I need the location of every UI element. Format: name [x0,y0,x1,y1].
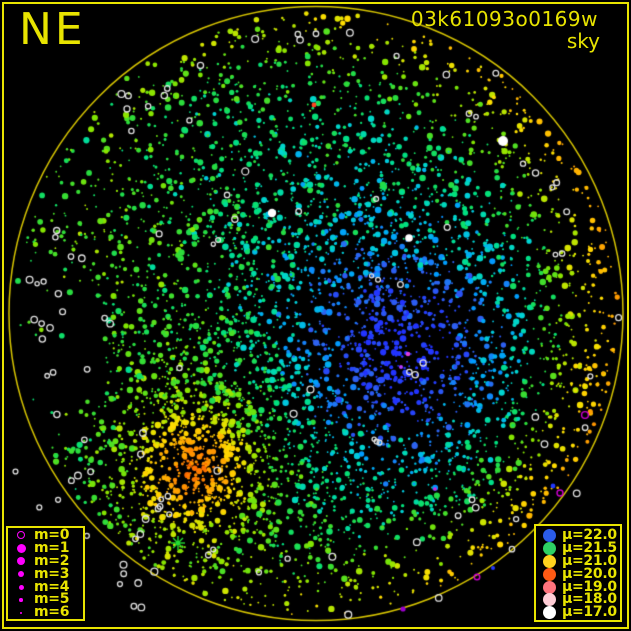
mu-color-swatch [536,528,562,542]
mu-legend-row: μ=20.0 [536,565,620,582]
magnitude-legend-row: m=6 [8,604,83,621]
magnitude-legend-row: m=2 [8,552,83,569]
mu-legend-row: μ=18.0 [536,591,620,608]
mu-color-swatch [536,593,562,607]
magnitude-legend-row: m=4 [8,578,83,595]
magnitude-legend-row: m=5 [8,593,83,606]
magnitude-legend-row: m=0 [8,527,83,543]
legend-label: m=0 [34,527,70,543]
legend-label: m=1 [34,539,70,556]
legend-label: μ=17.0 [562,604,617,621]
magnitude-size-swatch [8,543,34,553]
plot-type-label: sky [566,29,600,53]
magnitude-size-swatch [8,531,34,540]
legend-label: μ=21.5 [562,539,617,556]
magnitude-legend-row: m=3 [8,565,83,582]
legend-label: μ=18.0 [562,591,617,608]
legend-label: μ=19.0 [562,578,617,595]
legend-label: m=5 [34,591,70,608]
magnitude-size-swatch [8,611,34,615]
magnitude-legend: m=0 m=1 m=2 m=3 m=4 m=5 m=6 [6,526,85,621]
legend-label: μ=22.0 [562,527,617,543]
mu-color-swatch [536,554,562,568]
legend-label: m=4 [34,578,70,595]
legend-label: m=3 [34,565,70,582]
mu-legend-row: μ=21.5 [536,539,620,556]
magnitude-legend-row: m=1 [8,539,83,556]
legend-label: μ=20.0 [562,565,617,582]
mu-color-swatch [536,541,562,555]
observation-id: 03k61093o0169w [410,7,598,31]
mu-legend-row: μ=17.0 [536,604,620,621]
magnitude-size-swatch [8,598,34,602]
magnitude-size-swatch [8,557,34,566]
mu-color-swatch [536,606,562,620]
mu-legend-row: μ=22.0 [536,527,620,543]
mu-color-swatch [536,567,562,581]
magnitude-size-swatch [8,584,34,590]
legend-label: m=2 [34,552,70,569]
orientation-label: NE [19,4,86,55]
mu-legend-row: μ=19.0 [536,578,620,595]
surface-brightness-legend: μ=22.0 μ=21.5 μ=21.0 μ=20.0 μ=19.0 μ=18.0 μ=17… [534,524,622,622]
mu-legend-row: μ=21.0 [536,552,620,569]
mu-color-swatch [536,580,562,594]
legend-label: μ=21.0 [562,552,617,569]
magnitude-size-swatch [8,570,34,578]
legend-label: m=6 [34,604,70,621]
